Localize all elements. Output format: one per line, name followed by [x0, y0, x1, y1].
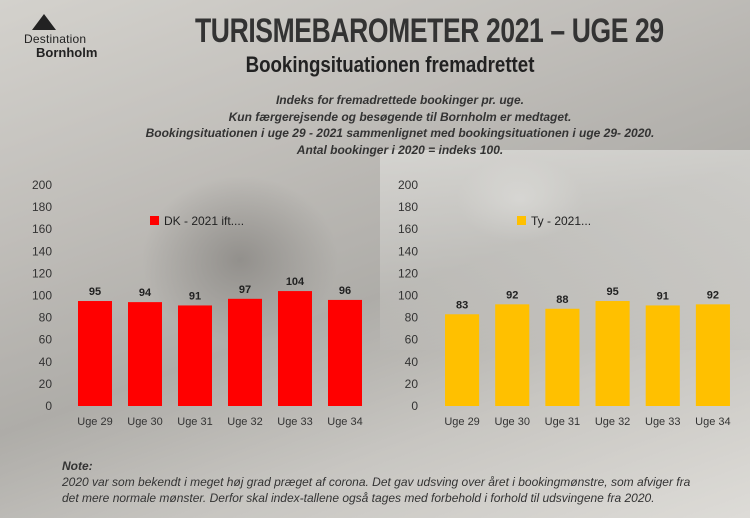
legend-swatch	[517, 216, 526, 225]
note-line: det mere normale mønster. Derfor skal in…	[62, 491, 655, 505]
bar	[645, 305, 680, 406]
bar	[78, 301, 112, 406]
y-tick-label: 100	[398, 289, 418, 303]
x-tick-label: Uge 30	[127, 416, 162, 428]
y-tick-label: 100	[32, 289, 52, 303]
bar	[595, 301, 630, 406]
y-tick-label: 140	[398, 244, 418, 258]
bar	[328, 299, 362, 406]
data-label: 91	[189, 290, 201, 302]
data-label: 104	[286, 276, 305, 288]
data-label: 88	[556, 294, 568, 306]
description-line: Bookingsituationen i uge 29 - 2021 samme…	[145, 126, 655, 140]
bar	[695, 304, 730, 406]
y-tick-label: 20	[405, 377, 419, 391]
x-tick-label: Uge 30	[495, 416, 530, 428]
data-label: 95	[89, 286, 101, 298]
x-tick-label: Uge 32	[227, 416, 262, 428]
bar	[178, 305, 212, 406]
data-label: 95	[606, 286, 618, 298]
data-label: 91	[657, 290, 669, 302]
y-tick-label: 160	[32, 222, 52, 236]
x-tick-label: Uge 32	[595, 416, 630, 428]
y-tick-label: 40	[39, 355, 53, 369]
bar	[228, 298, 262, 406]
y-tick-label: 20	[39, 377, 53, 391]
y-tick-label: 120	[32, 266, 52, 280]
data-label: 94	[139, 287, 152, 299]
note-block: Note: 2020 var som bekendt i meget høj g…	[62, 458, 742, 506]
data-label: 96	[339, 285, 351, 297]
y-tick-label: 160	[398, 222, 418, 236]
description-line: Antal bookinger i 2020 = indeks 100.	[296, 142, 504, 157]
page-subtitle: Bookingsituationen fremadrettet	[245, 52, 535, 77]
logo-line2: Bornholm	[36, 45, 98, 60]
data-label: 83	[456, 299, 468, 311]
y-tick-label: 180	[32, 200, 52, 214]
y-tick-label: 200	[398, 178, 418, 192]
x-tick-label: Uge 29	[77, 416, 112, 428]
legend-label: DK - 2021 ift....	[164, 214, 244, 228]
chart-description: Indeks for fremadrettede bookinger pr. u…	[110, 92, 690, 158]
bar	[445, 314, 480, 406]
y-tick-label: 60	[405, 333, 419, 347]
note-line: 2020 var som bekendt i meget høj grad pr…	[62, 475, 691, 489]
bar	[128, 302, 162, 406]
bar	[545, 308, 580, 406]
x-tick-label: Uge 33	[645, 416, 680, 428]
y-tick-label: 0	[45, 399, 52, 413]
x-tick-label: Uge 31	[177, 416, 212, 428]
destination-bornholm-logo: Destination Bornholm	[22, 14, 132, 64]
description-line: Indeks for fremadrettede bookinger pr. u…	[275, 93, 525, 107]
x-tick-label: Uge 31	[545, 416, 580, 428]
x-tick-label: Uge 34	[327, 416, 362, 428]
logo-triangle-icon	[32, 14, 56, 30]
y-tick-label: 180	[398, 200, 418, 214]
logo-line1: Destination	[24, 32, 87, 46]
data-label: 92	[506, 289, 518, 301]
y-tick-label: 80	[405, 311, 419, 325]
y-tick-label: 120	[398, 266, 418, 280]
bar	[495, 304, 530, 406]
legend-label: Ty - 2021...	[531, 214, 591, 228]
y-tick-label: 140	[32, 244, 52, 258]
x-tick-label: Uge 29	[444, 416, 479, 428]
y-tick-label: 60	[39, 333, 53, 347]
legend-swatch	[150, 216, 159, 225]
x-tick-label: Uge 34	[695, 416, 730, 428]
x-tick-label: Uge 33	[277, 416, 312, 428]
y-tick-label: 200	[32, 178, 52, 192]
y-tick-label: 80	[39, 311, 53, 325]
description-line: Kun færgerejsende og besøgende til Bornh…	[228, 109, 572, 124]
data-label: 92	[707, 289, 719, 301]
bar	[278, 291, 312, 406]
note-title: Note:	[62, 459, 93, 473]
data-label: 97	[239, 284, 251, 296]
y-tick-label: 40	[405, 355, 419, 369]
y-tick-label: 0	[411, 399, 418, 413]
